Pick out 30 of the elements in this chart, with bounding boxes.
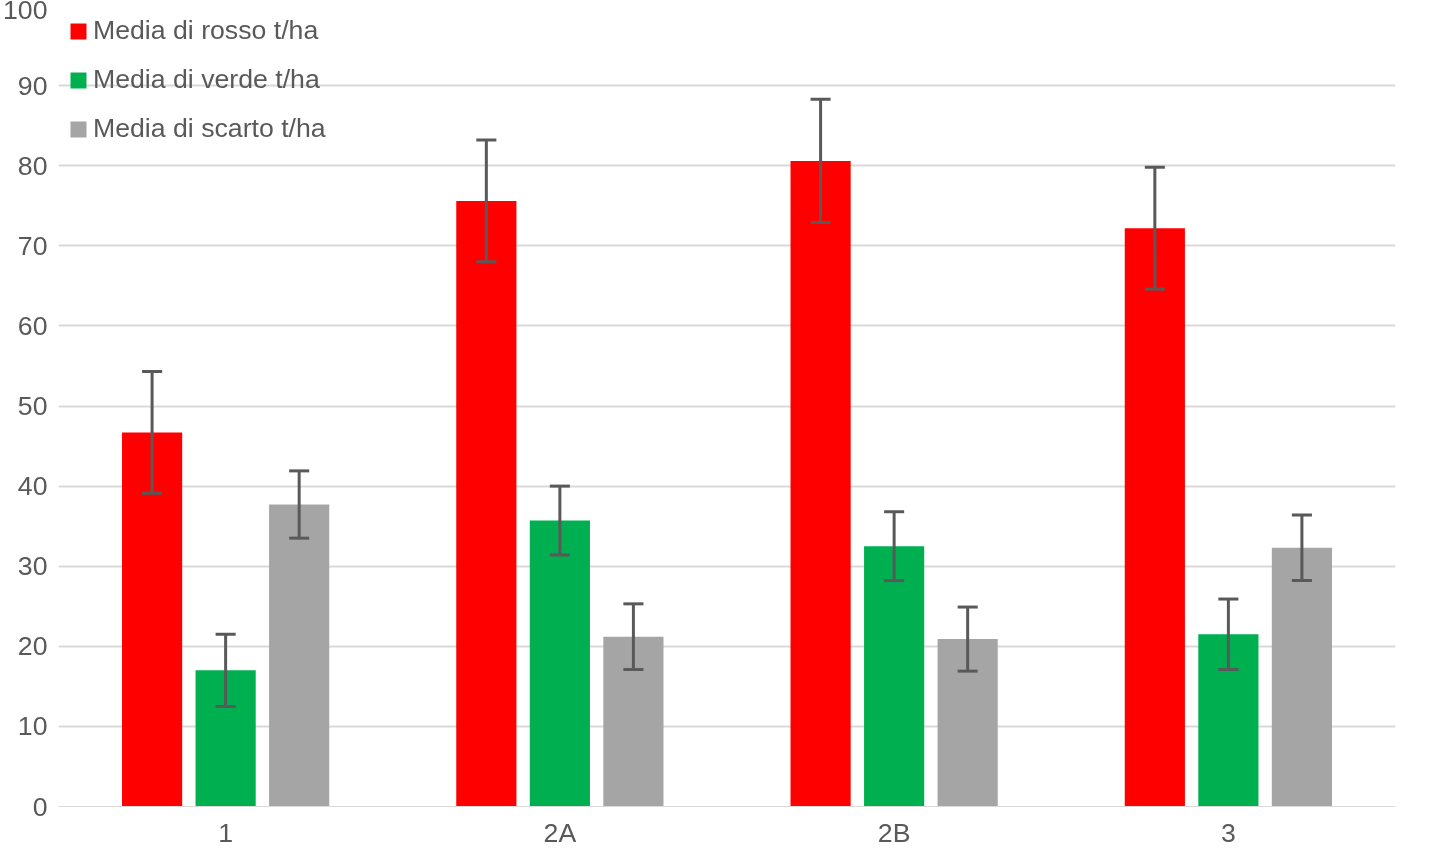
y-tick-label: 100	[3, 0, 48, 25]
legend-label: Media di verde t/ha	[93, 64, 320, 95]
x-tick-label: 2B	[877, 817, 911, 848]
bar	[1198, 634, 1259, 807]
y-tick-label: 60	[17, 310, 48, 341]
bar	[864, 546, 925, 807]
bar	[1271, 547, 1332, 807]
x-tick-label: 2A	[543, 817, 577, 848]
y-tick-label: 0	[32, 791, 48, 822]
bar	[529, 520, 590, 807]
bar	[603, 636, 664, 807]
bar	[195, 670, 256, 807]
bar	[456, 200, 517, 807]
bar	[269, 504, 330, 807]
x-tick-label: 3	[1220, 817, 1236, 848]
y-tick-label: 40	[17, 471, 48, 502]
y-tick-label: 20	[17, 631, 48, 662]
bar	[790, 160, 851, 807]
bar	[1124, 228, 1185, 807]
legend-label: Media di rosso t/ha	[93, 15, 319, 46]
legend-label: Media di scarto t/ha	[93, 113, 326, 144]
bar	[937, 639, 998, 807]
y-tick-label: 70	[17, 230, 48, 261]
bar	[122, 432, 183, 807]
y-tick-label: 50	[17, 391, 48, 421]
y-tick-label: 30	[17, 551, 48, 582]
y-tick-label: 90	[17, 70, 48, 101]
y-tick-label: 80	[17, 150, 48, 181]
x-tick-label: 1	[218, 817, 234, 848]
y-tick-label: 10	[17, 711, 48, 742]
